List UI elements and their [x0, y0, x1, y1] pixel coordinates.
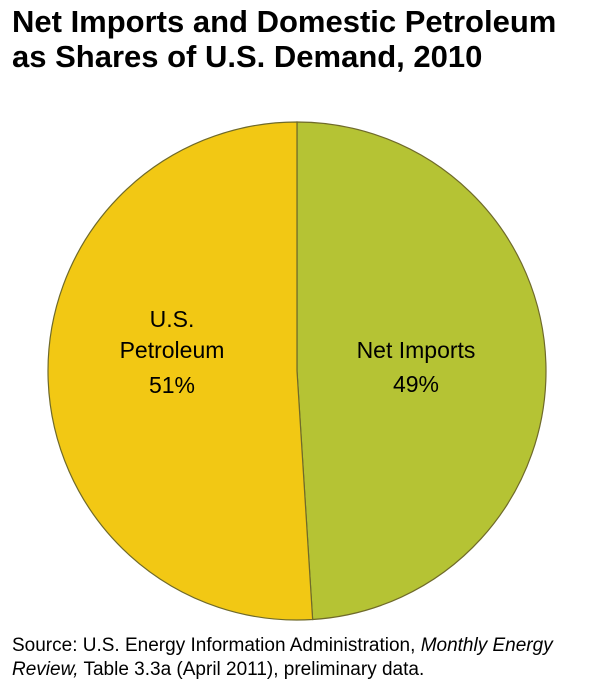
source-publication: Monthly Energy Review,: [12, 635, 553, 680]
slice-label-us-petroleum-line1: U.S.: [150, 306, 195, 332]
slice-value-us-petroleum: 51%: [149, 372, 195, 398]
pie-slice-u-s-petroleum: [47, 121, 314, 621]
source-suffix: Table 3.3a (April 2011), preliminary dat…: [78, 659, 425, 680]
slice-label-us-petroleum-line2: Petroleum: [120, 337, 225, 363]
slice-label-net-imports: Net Imports: [357, 337, 476, 363]
slice-value-net-imports: 49%: [393, 371, 439, 397]
source-prefix: Source: U.S. Energy Information Administ…: [12, 635, 421, 656]
pie-slice-net-imports: [296, 121, 547, 621]
source-note: Source: U.S. Energy Information Administ…: [12, 634, 600, 682]
chart-title: Net Imports and Domestic Petroleum as Sh…: [12, 4, 557, 74]
